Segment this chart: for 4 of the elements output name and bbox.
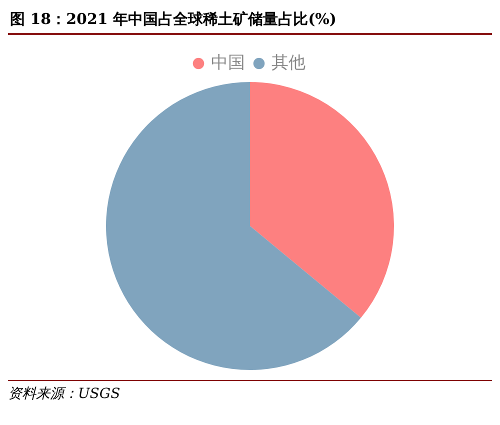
legend-label: 其他 [272,52,306,73]
text: 资料来源：USGS [8,385,122,403]
chart-title: 图 18：2021 年中国占全球稀土矿储量占比(%) [8,8,492,35]
legend-label: 中国 [211,52,245,73]
